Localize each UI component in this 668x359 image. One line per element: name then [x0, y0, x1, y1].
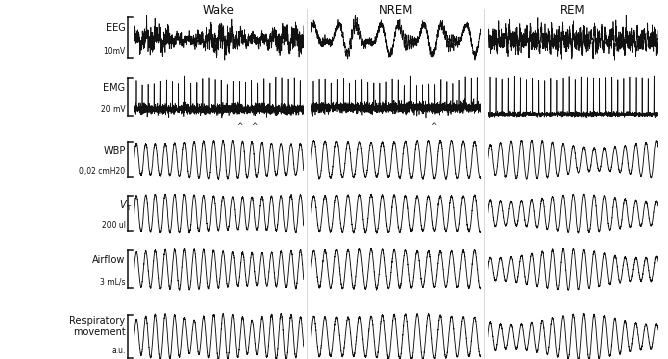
Text: 200 ul: 200 ul [102, 221, 126, 230]
Text: a.u.: a.u. [111, 346, 126, 355]
Text: 10mV: 10mV [104, 47, 126, 56]
Text: Wake: Wake [203, 4, 234, 17]
Text: Respiratory
movement: Respiratory movement [69, 316, 126, 337]
Text: ^: ^ [236, 122, 242, 131]
Text: 20 mV: 20 mV [101, 105, 126, 114]
Text: 3 mL/s: 3 mL/s [100, 277, 126, 286]
Text: EMG: EMG [104, 83, 126, 93]
Text: Airflow: Airflow [92, 255, 126, 265]
Text: ^: ^ [430, 122, 436, 131]
Text: T: T [126, 205, 130, 211]
Text: 0,02 cmH20: 0,02 cmH20 [79, 167, 126, 176]
Text: REM: REM [560, 4, 586, 17]
Text: WBP: WBP [104, 146, 126, 157]
Text: EEG: EEG [106, 23, 126, 33]
Text: ^: ^ [251, 122, 258, 131]
Text: V: V [119, 200, 126, 210]
Text: NREM: NREM [379, 4, 413, 17]
